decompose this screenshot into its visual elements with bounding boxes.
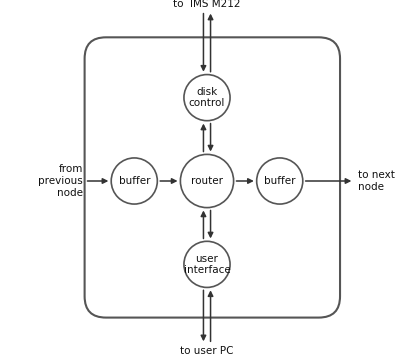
- Text: to  IMS M212: to IMS M212: [173, 0, 240, 9]
- Text: to user PC: to user PC: [180, 346, 233, 356]
- Circle shape: [183, 241, 230, 287]
- Circle shape: [183, 75, 230, 121]
- Text: router: router: [190, 176, 223, 186]
- Text: buffer: buffer: [263, 176, 295, 186]
- Circle shape: [256, 158, 302, 204]
- Text: to next
node: to next node: [357, 170, 394, 192]
- Text: user
interface: user interface: [183, 253, 230, 275]
- Text: disk
control: disk control: [188, 87, 225, 109]
- Text: from
previous
node: from previous node: [38, 164, 83, 198]
- Circle shape: [180, 154, 233, 208]
- Text: buffer: buffer: [118, 176, 150, 186]
- Circle shape: [111, 158, 157, 204]
